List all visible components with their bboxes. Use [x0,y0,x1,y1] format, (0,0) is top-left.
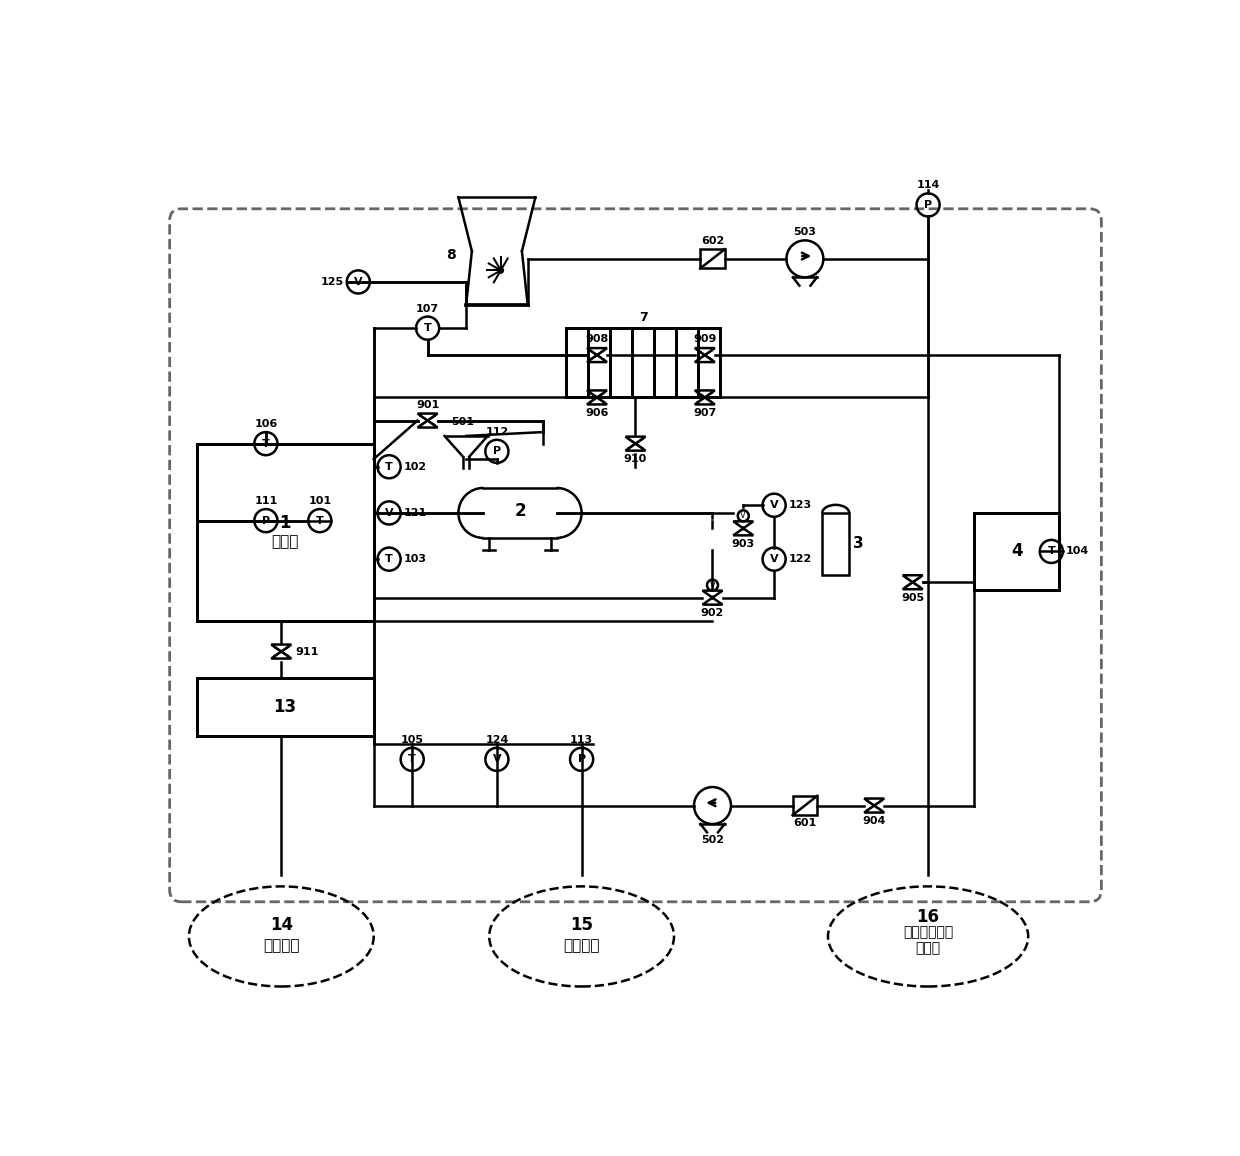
Text: 试验件: 试验件 [272,534,299,549]
Text: 16: 16 [916,909,940,926]
Text: 911: 911 [295,646,319,657]
Text: 503: 503 [794,228,816,237]
Text: 13: 13 [274,698,296,717]
Text: 122: 122 [789,554,812,564]
Text: 114: 114 [916,180,940,191]
Text: T: T [262,438,270,449]
Text: T: T [1048,547,1055,556]
Text: V: V [353,277,362,287]
Text: 111: 111 [254,496,278,506]
Text: 910: 910 [624,454,647,465]
Text: P: P [578,755,585,764]
Text: 903: 903 [732,539,755,549]
Text: V: V [709,580,715,590]
Text: 配电设备: 配电设备 [263,939,300,954]
Text: 数据测量与采: 数据测量与采 [903,926,954,940]
Bar [567,328,720,398]
Text: 602: 602 [701,236,724,246]
Bar [197,679,373,736]
Text: 107: 107 [417,304,439,313]
Circle shape [742,527,745,529]
Text: P: P [924,200,932,210]
Text: 106: 106 [254,418,278,429]
Text: 4: 4 [1011,542,1023,561]
Bar [197,444,373,621]
Text: 15: 15 [570,916,593,934]
Text: 1: 1 [279,514,291,532]
Text: 113: 113 [570,735,593,744]
Text: 14: 14 [270,916,293,934]
Text: T: T [386,461,393,472]
Text: P: P [492,446,501,457]
Text: 123: 123 [789,501,812,510]
Text: 103: 103 [404,554,427,564]
Text: T: T [386,554,393,564]
Text: 3: 3 [853,536,863,551]
Circle shape [498,268,503,273]
Text: 104: 104 [1066,547,1089,556]
Text: 905: 905 [901,593,924,603]
Text: 501: 501 [451,416,474,427]
Text: 102: 102 [404,461,427,472]
Text: 502: 502 [701,836,724,845]
Text: 904: 904 [863,816,885,827]
Bar [975,513,1059,590]
Text: V: V [740,511,746,520]
Text: T: T [408,755,417,764]
Text: P: P [262,516,270,526]
Text: 112: 112 [485,427,508,437]
Text: 601: 601 [794,818,816,828]
Text: 901: 901 [415,400,439,409]
Bar [792,796,817,815]
Text: 105: 105 [401,735,424,744]
Text: 8: 8 [446,249,455,262]
Circle shape [711,596,714,599]
Text: V: V [384,507,393,518]
Text: 7: 7 [639,311,647,325]
Text: 121: 121 [404,507,427,518]
Text: 124: 124 [485,735,508,744]
Bar [822,513,849,575]
Bar [701,250,725,268]
Text: 909: 909 [693,334,717,344]
Text: 908: 908 [585,334,609,344]
Text: 仪控设备: 仪控设备 [563,939,600,954]
Text: 902: 902 [701,608,724,618]
Text: 906: 906 [585,408,609,418]
Text: 集设备: 集设备 [915,941,941,955]
Text: V: V [770,501,779,510]
Text: T: T [316,516,324,526]
Text: V: V [492,755,501,764]
Text: 2: 2 [515,502,526,520]
Text: 125: 125 [321,277,343,287]
Text: 907: 907 [693,408,717,418]
Text: T: T [424,324,432,333]
Text: 101: 101 [309,496,331,506]
Text: V: V [770,554,779,564]
